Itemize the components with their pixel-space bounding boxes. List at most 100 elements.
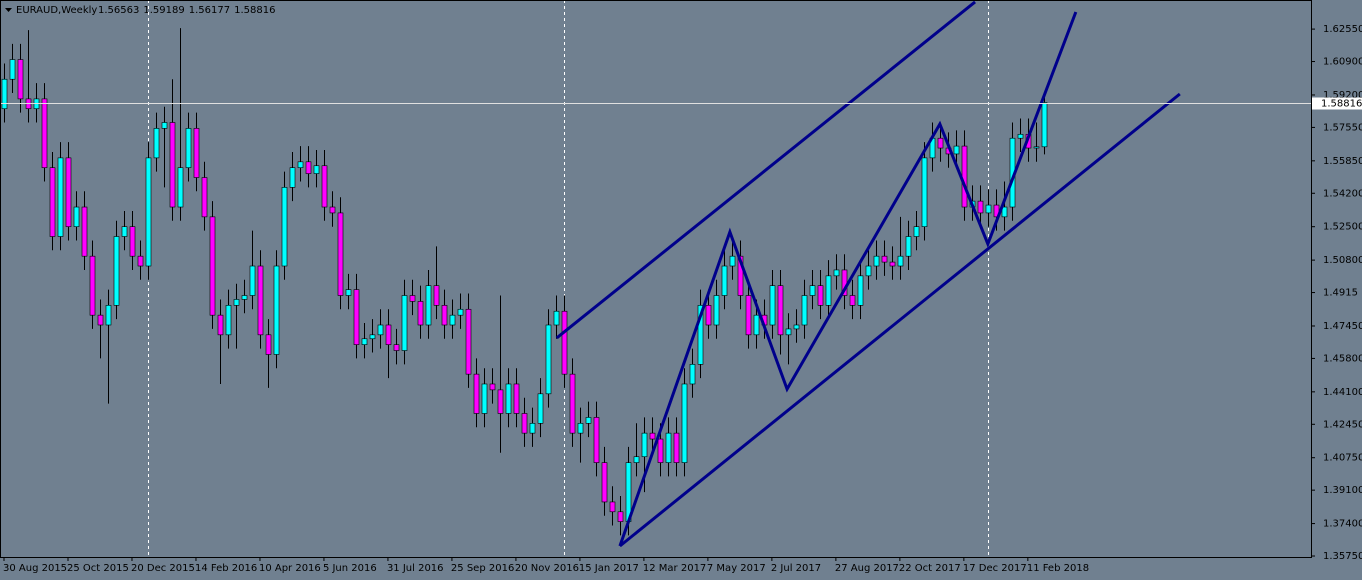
price-label-box xyxy=(1312,97,1362,110)
candle-body xyxy=(985,204,992,214)
candle-body xyxy=(513,383,520,414)
y-tick-label: 1.54200 xyxy=(1323,188,1362,199)
candle-body xyxy=(273,265,280,355)
candle-body xyxy=(9,59,16,80)
candle-body xyxy=(217,314,224,336)
candle-body xyxy=(553,310,560,326)
x-tick-label: 2 Jul 2017 xyxy=(771,563,821,574)
candle-body xyxy=(561,310,568,375)
x-tick-label: 30 Aug 2015 xyxy=(3,563,67,574)
candle-body xyxy=(393,344,400,351)
candle-body xyxy=(169,122,176,208)
x-tick-label: 15 Jan 2017 xyxy=(579,563,639,574)
x-tick-label: 10 Apr 2016 xyxy=(259,563,321,574)
candle-body xyxy=(617,511,624,522)
candle-body xyxy=(497,389,504,414)
candle-body xyxy=(281,187,288,267)
x-tick-label: 14 Feb 2016 xyxy=(195,563,257,574)
candle-body xyxy=(809,285,816,296)
y-tick-label: 1.42450 xyxy=(1323,419,1362,430)
candle-body xyxy=(825,275,832,306)
x-tick-label: 22 Oct 2017 xyxy=(899,563,961,574)
candle-body xyxy=(505,383,512,414)
candle-body xyxy=(297,161,304,169)
candle-body xyxy=(329,206,336,214)
trendline xyxy=(618,11,1078,547)
candle-body xyxy=(1033,146,1040,149)
candle-body xyxy=(361,338,368,345)
candle-body xyxy=(145,157,152,267)
candle-body xyxy=(225,305,232,336)
candle-body xyxy=(449,314,456,326)
candle-body xyxy=(649,432,656,440)
candle-body xyxy=(721,265,728,296)
x-tick-label: 7 May 2017 xyxy=(707,563,766,574)
candle-body xyxy=(1017,133,1024,139)
menu-triangle[interactable] xyxy=(5,8,12,12)
y-tick-label: 1.35750 xyxy=(1323,551,1362,562)
x-tick-label: 25 Oct 2015 xyxy=(67,563,129,574)
y-tick-label: 1.40750 xyxy=(1323,453,1362,464)
x-tick-label: 17 Dec 2017 xyxy=(963,563,1027,574)
candle-body xyxy=(665,432,672,463)
candle-body xyxy=(657,438,664,463)
x-tick-label: 20 Dec 2015 xyxy=(131,563,195,574)
candle-body xyxy=(73,206,80,227)
candle-body xyxy=(673,432,680,463)
candle-body xyxy=(689,364,696,385)
candle-body xyxy=(633,456,640,463)
candle-body xyxy=(265,334,272,355)
candle-body xyxy=(249,265,256,296)
candle-body xyxy=(177,167,184,208)
candle-body xyxy=(209,216,216,316)
candle-body xyxy=(385,324,392,345)
trendline xyxy=(618,92,1181,548)
candle-body xyxy=(697,305,704,365)
candle-body xyxy=(857,275,864,306)
candle-body xyxy=(889,261,896,267)
candle-body xyxy=(921,157,928,227)
candle-body xyxy=(585,417,592,424)
x-tick-label: 27 Aug 2017 xyxy=(835,563,899,574)
candle-body xyxy=(409,295,416,302)
y-tick-label: 1.47450 xyxy=(1323,321,1362,332)
candle-body xyxy=(137,255,144,267)
ohlc-header: 1.56563 1.59189 1.56177 1.58816 xyxy=(98,5,275,16)
candle-body xyxy=(345,289,352,296)
candle-body xyxy=(97,314,104,326)
candle-body xyxy=(777,285,784,336)
header-value: 1.58816 xyxy=(234,5,275,16)
candle-body xyxy=(65,157,72,227)
candle-body xyxy=(529,423,536,434)
candle-body xyxy=(569,373,576,434)
candle-body xyxy=(105,305,112,326)
candle-body xyxy=(865,265,872,277)
candle-body xyxy=(1001,206,1008,218)
plot-frame xyxy=(0,0,1312,558)
candle-body xyxy=(593,417,600,463)
y-tick-label: 1.37400 xyxy=(1323,519,1362,530)
candle-body xyxy=(905,236,912,257)
candle-body xyxy=(833,269,840,277)
candle-body xyxy=(873,255,880,267)
candle-body xyxy=(521,413,528,434)
candle-body xyxy=(545,324,552,395)
candle-body xyxy=(705,305,712,326)
y-tick-label: 1.45800 xyxy=(1323,353,1362,364)
header-value: 1.59189 xyxy=(143,5,184,16)
y-tick-label: 1.60900 xyxy=(1323,57,1362,68)
candle-body xyxy=(961,145,968,208)
y-tick-label: 1.50800 xyxy=(1323,255,1362,266)
candle-body xyxy=(241,295,248,300)
candle-body xyxy=(89,255,96,316)
candle-body xyxy=(57,157,64,237)
candle-body xyxy=(465,308,472,375)
x-tick-label: 25 Sep 2016 xyxy=(451,563,514,574)
x-tick-label: 31 Jul 2016 xyxy=(387,563,444,574)
candle-body xyxy=(937,137,944,149)
y-tick-label: 1.55850 xyxy=(1323,156,1362,167)
candle-body xyxy=(881,255,888,263)
candle-body xyxy=(81,206,88,257)
